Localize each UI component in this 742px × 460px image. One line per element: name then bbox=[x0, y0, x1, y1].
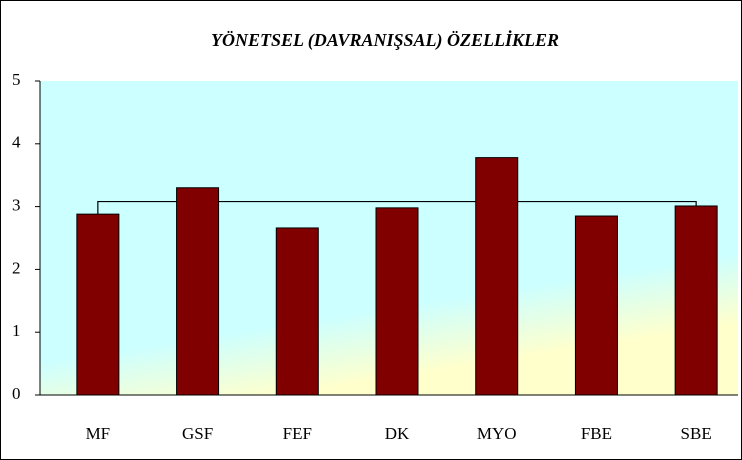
x-tick-label: FEF bbox=[283, 424, 312, 443]
x-tick-label: FBE bbox=[581, 424, 612, 443]
x-tick-label: GSF bbox=[182, 424, 213, 443]
y-tick-label: 0 bbox=[12, 384, 21, 403]
y-tick-label: 1 bbox=[12, 321, 21, 340]
x-tick-label: MF bbox=[86, 424, 111, 443]
y-tick-label: 2 bbox=[12, 258, 21, 277]
x-tick-label: MYO bbox=[477, 424, 517, 443]
bar bbox=[475, 157, 519, 396]
y-tick-label: 5 bbox=[12, 70, 21, 89]
chart-title: YÖNETSEL (DAVRANIŞSAL) ÖZELLİKLER bbox=[211, 29, 559, 51]
x-tick-label: DK bbox=[385, 424, 410, 443]
y-tick-label: 3 bbox=[12, 196, 21, 215]
bar bbox=[375, 207, 419, 396]
bar bbox=[275, 227, 319, 396]
bar bbox=[674, 205, 718, 396]
bar bbox=[574, 215, 618, 396]
bar bbox=[176, 187, 220, 396]
bar bbox=[76, 213, 120, 396]
y-tick-label: 4 bbox=[12, 133, 21, 152]
x-tick-label: SBE bbox=[681, 424, 712, 443]
